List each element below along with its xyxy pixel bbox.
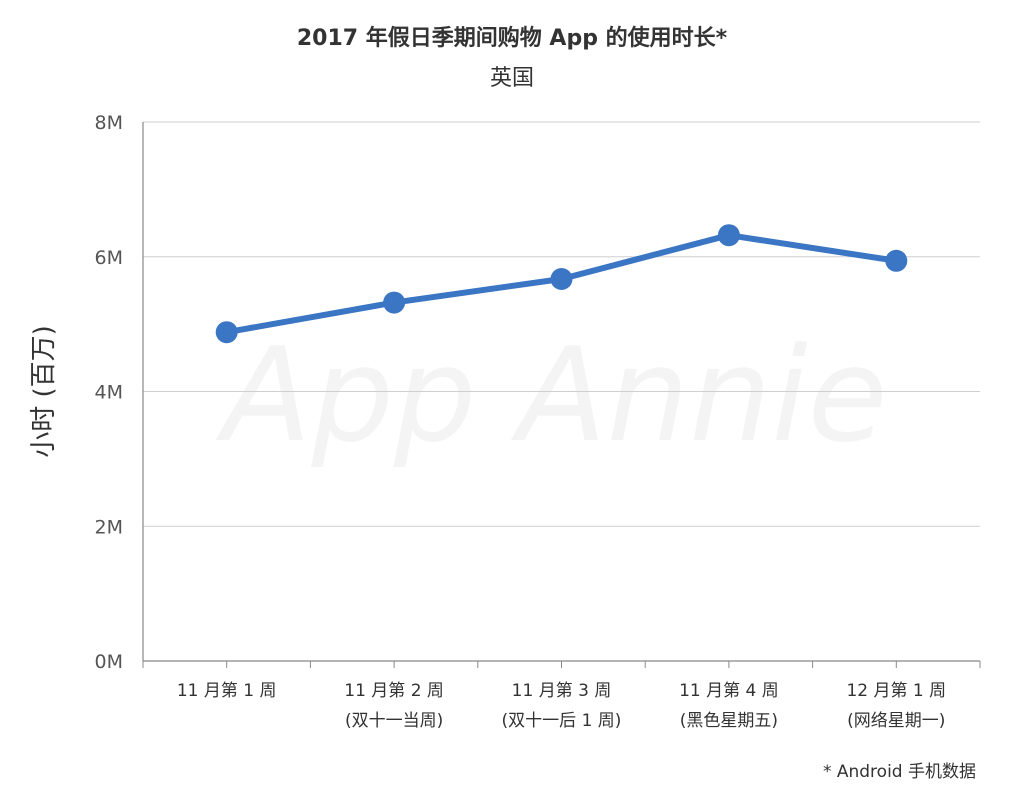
x-tick-label: 11 月第 2 周(双十一当周) (344, 681, 444, 731)
data-point (717, 224, 740, 247)
y-axis-label: 小时 (百万) (29, 325, 59, 458)
x-tick-label: 12 月第 1 周(网络星期一) (846, 681, 946, 731)
watermark-text: App Annie (215, 319, 887, 471)
y-tick-label: 6M (95, 247, 123, 269)
x-tick-label: 11 月第 3 周(双十一后 1 周) (502, 681, 622, 731)
data-point (215, 321, 238, 344)
y-tick-label: 8M (95, 112, 123, 134)
chart-subtitle: 英国 (489, 66, 534, 91)
data-point (550, 267, 573, 290)
x-tick-label: 11 月第 4 周(黑色星期五) (679, 681, 779, 731)
y-tick-label: 0M (95, 651, 123, 673)
data-point (885, 249, 908, 272)
data-point (383, 291, 406, 314)
y-tick-label: 4M (95, 382, 123, 404)
chart-title: 2017 年假日季期间购物 App 的使用时长* (296, 26, 728, 51)
x-tick-label: 11 月第 1 周 (177, 681, 277, 701)
y-tick-label: 2M (95, 516, 123, 538)
footnote: * Android 手机数据 (822, 762, 976, 782)
